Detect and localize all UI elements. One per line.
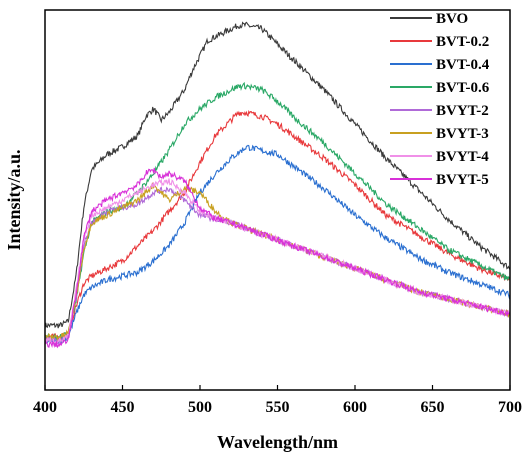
series-line-bvyt-4 bbox=[44, 178, 511, 345]
legend-label-bvyt-2: BVYT-2 bbox=[436, 103, 489, 119]
legend: BVO BVT-0.2 BVT-0.4 BVT-0.6 BVYT-2 BVYT-3 BVYT… bbox=[390, 11, 490, 188]
x-axis: 400 450 500 550 600 650 700 bbox=[33, 385, 522, 416]
x-tick-label: 400 bbox=[33, 399, 57, 416]
series-line-bvt-0.2 bbox=[44, 109, 511, 342]
series-line-bvyt-5 bbox=[44, 167, 511, 349]
x-tick-label: 500 bbox=[188, 399, 212, 416]
x-tick-label: 550 bbox=[266, 399, 290, 416]
x-tick-label: 450 bbox=[111, 399, 135, 416]
y-axis-title: Intensity/a.u. bbox=[4, 149, 24, 250]
x-tick-label: 650 bbox=[421, 399, 445, 416]
series-line-bvo bbox=[44, 21, 511, 329]
legend-label-bvt-0.6: BVT-0.6 bbox=[436, 80, 490, 96]
legend-label-bvyt-3: BVYT-3 bbox=[436, 126, 489, 142]
series-line-bvt-0.4 bbox=[44, 144, 511, 345]
x-axis-title: Wavelength/nm bbox=[217, 432, 338, 452]
legend-label-bvt-0.2: BVT-0.2 bbox=[436, 34, 489, 50]
legend-label-bvyt-4: BVYT-4 bbox=[436, 149, 489, 165]
legend-label-bvt-0.4: BVT-0.4 bbox=[436, 57, 490, 73]
plot-area bbox=[44, 21, 511, 349]
x-tick-label: 600 bbox=[343, 399, 367, 416]
legend-label-bvyt-5: BVYT-5 bbox=[436, 172, 489, 188]
x-tick-label: 700 bbox=[498, 399, 522, 416]
legend-label-bvo: BVO bbox=[436, 11, 468, 27]
